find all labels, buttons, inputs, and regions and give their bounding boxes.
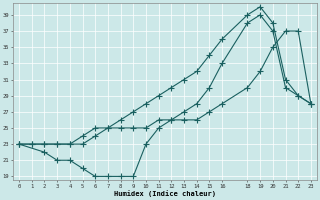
X-axis label: Humidex (Indice chaleur): Humidex (Indice chaleur) [114,190,216,197]
